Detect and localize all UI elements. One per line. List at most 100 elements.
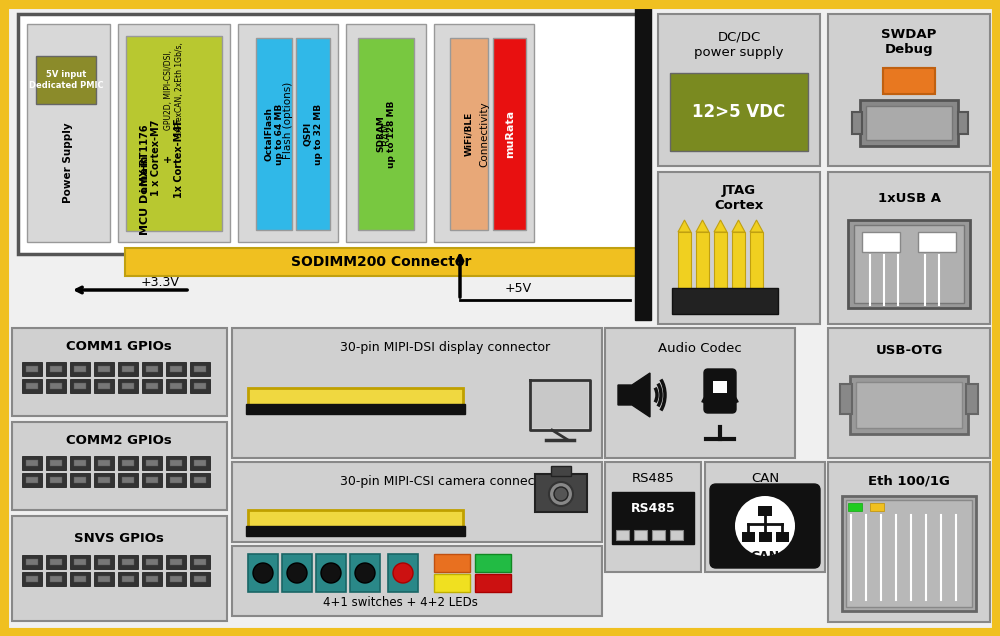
FancyBboxPatch shape bbox=[70, 572, 90, 586]
FancyBboxPatch shape bbox=[50, 460, 62, 466]
FancyBboxPatch shape bbox=[883, 68, 935, 94]
FancyBboxPatch shape bbox=[122, 366, 134, 372]
Text: 5V input
Dedicated PMIC: 5V input Dedicated PMIC bbox=[29, 71, 103, 90]
FancyBboxPatch shape bbox=[713, 381, 727, 393]
FancyBboxPatch shape bbox=[98, 460, 110, 466]
FancyBboxPatch shape bbox=[94, 456, 114, 470]
FancyBboxPatch shape bbox=[918, 232, 956, 252]
FancyBboxPatch shape bbox=[118, 572, 138, 586]
FancyBboxPatch shape bbox=[22, 473, 42, 487]
FancyBboxPatch shape bbox=[98, 383, 110, 389]
FancyBboxPatch shape bbox=[166, 362, 186, 376]
FancyBboxPatch shape bbox=[74, 383, 86, 389]
FancyBboxPatch shape bbox=[248, 388, 463, 406]
FancyBboxPatch shape bbox=[26, 477, 38, 483]
FancyBboxPatch shape bbox=[828, 328, 990, 458]
FancyBboxPatch shape bbox=[850, 376, 968, 434]
FancyBboxPatch shape bbox=[658, 172, 820, 324]
FancyBboxPatch shape bbox=[118, 24, 230, 242]
FancyBboxPatch shape bbox=[27, 24, 110, 242]
FancyBboxPatch shape bbox=[535, 474, 587, 512]
FancyBboxPatch shape bbox=[142, 555, 162, 569]
FancyBboxPatch shape bbox=[166, 473, 186, 487]
FancyBboxPatch shape bbox=[840, 384, 852, 414]
FancyBboxPatch shape bbox=[828, 172, 990, 324]
FancyBboxPatch shape bbox=[852, 112, 862, 134]
Text: DC/DC
power supply: DC/DC power supply bbox=[694, 31, 784, 59]
Text: GPU2D, MIPI-CSI/DSI,
3xFlexCAN, 2xEth 1Gb/s,: GPU2D, MIPI-CSI/DSI, 3xFlexCAN, 2xEth 1G… bbox=[164, 43, 184, 137]
FancyBboxPatch shape bbox=[842, 496, 976, 611]
Text: COMM1 GPIOs: COMM1 GPIOs bbox=[66, 340, 172, 354]
Text: RAM: RAM bbox=[381, 123, 391, 146]
FancyBboxPatch shape bbox=[434, 24, 534, 242]
FancyBboxPatch shape bbox=[848, 220, 970, 308]
FancyBboxPatch shape bbox=[26, 460, 38, 466]
FancyBboxPatch shape bbox=[70, 362, 90, 376]
FancyBboxPatch shape bbox=[166, 555, 186, 569]
Circle shape bbox=[253, 563, 273, 583]
Polygon shape bbox=[678, 220, 691, 232]
FancyBboxPatch shape bbox=[46, 379, 66, 393]
Circle shape bbox=[549, 482, 573, 506]
FancyBboxPatch shape bbox=[612, 492, 694, 544]
Text: QSPI
up to 32 MB: QSPI up to 32 MB bbox=[303, 104, 323, 165]
FancyBboxPatch shape bbox=[750, 232, 763, 290]
FancyBboxPatch shape bbox=[670, 530, 683, 540]
FancyBboxPatch shape bbox=[190, 555, 210, 569]
FancyBboxPatch shape bbox=[450, 38, 488, 230]
FancyBboxPatch shape bbox=[846, 500, 972, 607]
Text: COMM2 GPIOs: COMM2 GPIOs bbox=[66, 434, 172, 448]
FancyBboxPatch shape bbox=[710, 484, 820, 568]
Text: Power Supply: Power Supply bbox=[63, 123, 73, 204]
Circle shape bbox=[321, 563, 341, 583]
FancyBboxPatch shape bbox=[238, 24, 338, 242]
FancyBboxPatch shape bbox=[36, 56, 96, 104]
FancyBboxPatch shape bbox=[551, 466, 571, 476]
Text: CAN: CAN bbox=[751, 473, 779, 485]
FancyBboxPatch shape bbox=[883, 68, 935, 94]
FancyBboxPatch shape bbox=[50, 559, 62, 565]
FancyBboxPatch shape bbox=[166, 572, 186, 586]
FancyBboxPatch shape bbox=[256, 38, 292, 230]
Text: JTAG
Cortex: JTAG Cortex bbox=[714, 184, 764, 212]
Text: muRata: muRata bbox=[505, 110, 515, 158]
FancyBboxPatch shape bbox=[46, 362, 66, 376]
FancyBboxPatch shape bbox=[94, 555, 114, 569]
FancyBboxPatch shape bbox=[658, 14, 820, 166]
FancyBboxPatch shape bbox=[828, 14, 990, 166]
FancyBboxPatch shape bbox=[50, 366, 62, 372]
FancyBboxPatch shape bbox=[26, 559, 38, 565]
FancyBboxPatch shape bbox=[246, 526, 465, 536]
FancyBboxPatch shape bbox=[146, 383, 158, 389]
FancyBboxPatch shape bbox=[74, 460, 86, 466]
FancyBboxPatch shape bbox=[616, 530, 629, 540]
FancyBboxPatch shape bbox=[759, 532, 772, 542]
FancyBboxPatch shape bbox=[166, 379, 186, 393]
FancyBboxPatch shape bbox=[18, 14, 640, 254]
FancyBboxPatch shape bbox=[732, 232, 745, 290]
Text: 30-pin MIPI-CSI camera connector: 30-pin MIPI-CSI camera connector bbox=[340, 476, 552, 488]
Text: WiFi/BLE: WiFi/BLE bbox=[464, 112, 474, 156]
FancyBboxPatch shape bbox=[232, 328, 602, 458]
FancyBboxPatch shape bbox=[532, 382, 588, 428]
Text: Flash (options): Flash (options) bbox=[283, 81, 293, 158]
FancyBboxPatch shape bbox=[22, 379, 42, 393]
Polygon shape bbox=[618, 373, 650, 417]
FancyBboxPatch shape bbox=[475, 574, 511, 592]
FancyBboxPatch shape bbox=[828, 462, 990, 622]
FancyBboxPatch shape bbox=[296, 38, 330, 230]
FancyBboxPatch shape bbox=[248, 554, 278, 592]
FancyBboxPatch shape bbox=[142, 572, 162, 586]
FancyBboxPatch shape bbox=[714, 232, 727, 290]
FancyBboxPatch shape bbox=[98, 559, 110, 565]
FancyBboxPatch shape bbox=[22, 362, 42, 376]
FancyBboxPatch shape bbox=[866, 106, 952, 140]
FancyBboxPatch shape bbox=[70, 456, 90, 470]
FancyBboxPatch shape bbox=[246, 404, 465, 414]
FancyBboxPatch shape bbox=[190, 379, 210, 393]
FancyBboxPatch shape bbox=[388, 554, 418, 592]
FancyBboxPatch shape bbox=[672, 288, 778, 314]
Circle shape bbox=[287, 563, 307, 583]
FancyBboxPatch shape bbox=[170, 477, 182, 483]
FancyBboxPatch shape bbox=[704, 369, 736, 413]
